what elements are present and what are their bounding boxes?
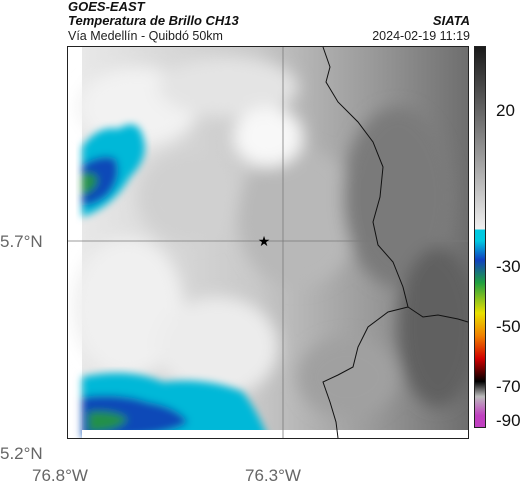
lon-tick-label: 76.8°W xyxy=(32,466,88,485)
map-bottom-margin xyxy=(82,430,468,438)
colorbar-tick: -90 xyxy=(496,411,521,430)
department-border-south xyxy=(322,306,409,438)
lat-tick-label: 5.2°N xyxy=(0,444,43,463)
colorbar-tick: -70 xyxy=(496,377,521,396)
colorbar-tick: -30 xyxy=(496,257,521,276)
cold-cloud-southwest xyxy=(82,373,268,438)
department-border xyxy=(322,47,468,323)
cloud-texture xyxy=(73,57,468,417)
brand-label: SIATA xyxy=(432,13,470,28)
colorbar-tick: 20 xyxy=(496,101,515,120)
map-canvas: ★ xyxy=(68,47,468,438)
colorbar-tick: -50 xyxy=(496,317,521,336)
satellite-title: GOES-EAST xyxy=(68,0,145,14)
lon-tick-label: 76.3°W xyxy=(245,466,301,485)
region-subtitle: Vía Medellín - Quibdó 50km xyxy=(68,29,223,43)
colorbar xyxy=(474,46,486,428)
satellite-map[interactable]: ★ xyxy=(67,46,469,439)
datetime-label: 2024-02-19 11:19 xyxy=(372,29,470,43)
cold-cloud-northwest xyxy=(82,124,145,217)
map-margin xyxy=(68,47,82,438)
lat-tick-label: 5.7°N xyxy=(0,232,43,251)
star-icon[interactable]: ★ xyxy=(258,233,271,249)
product-title: Temperatura de Brillo CH13 xyxy=(68,13,239,28)
